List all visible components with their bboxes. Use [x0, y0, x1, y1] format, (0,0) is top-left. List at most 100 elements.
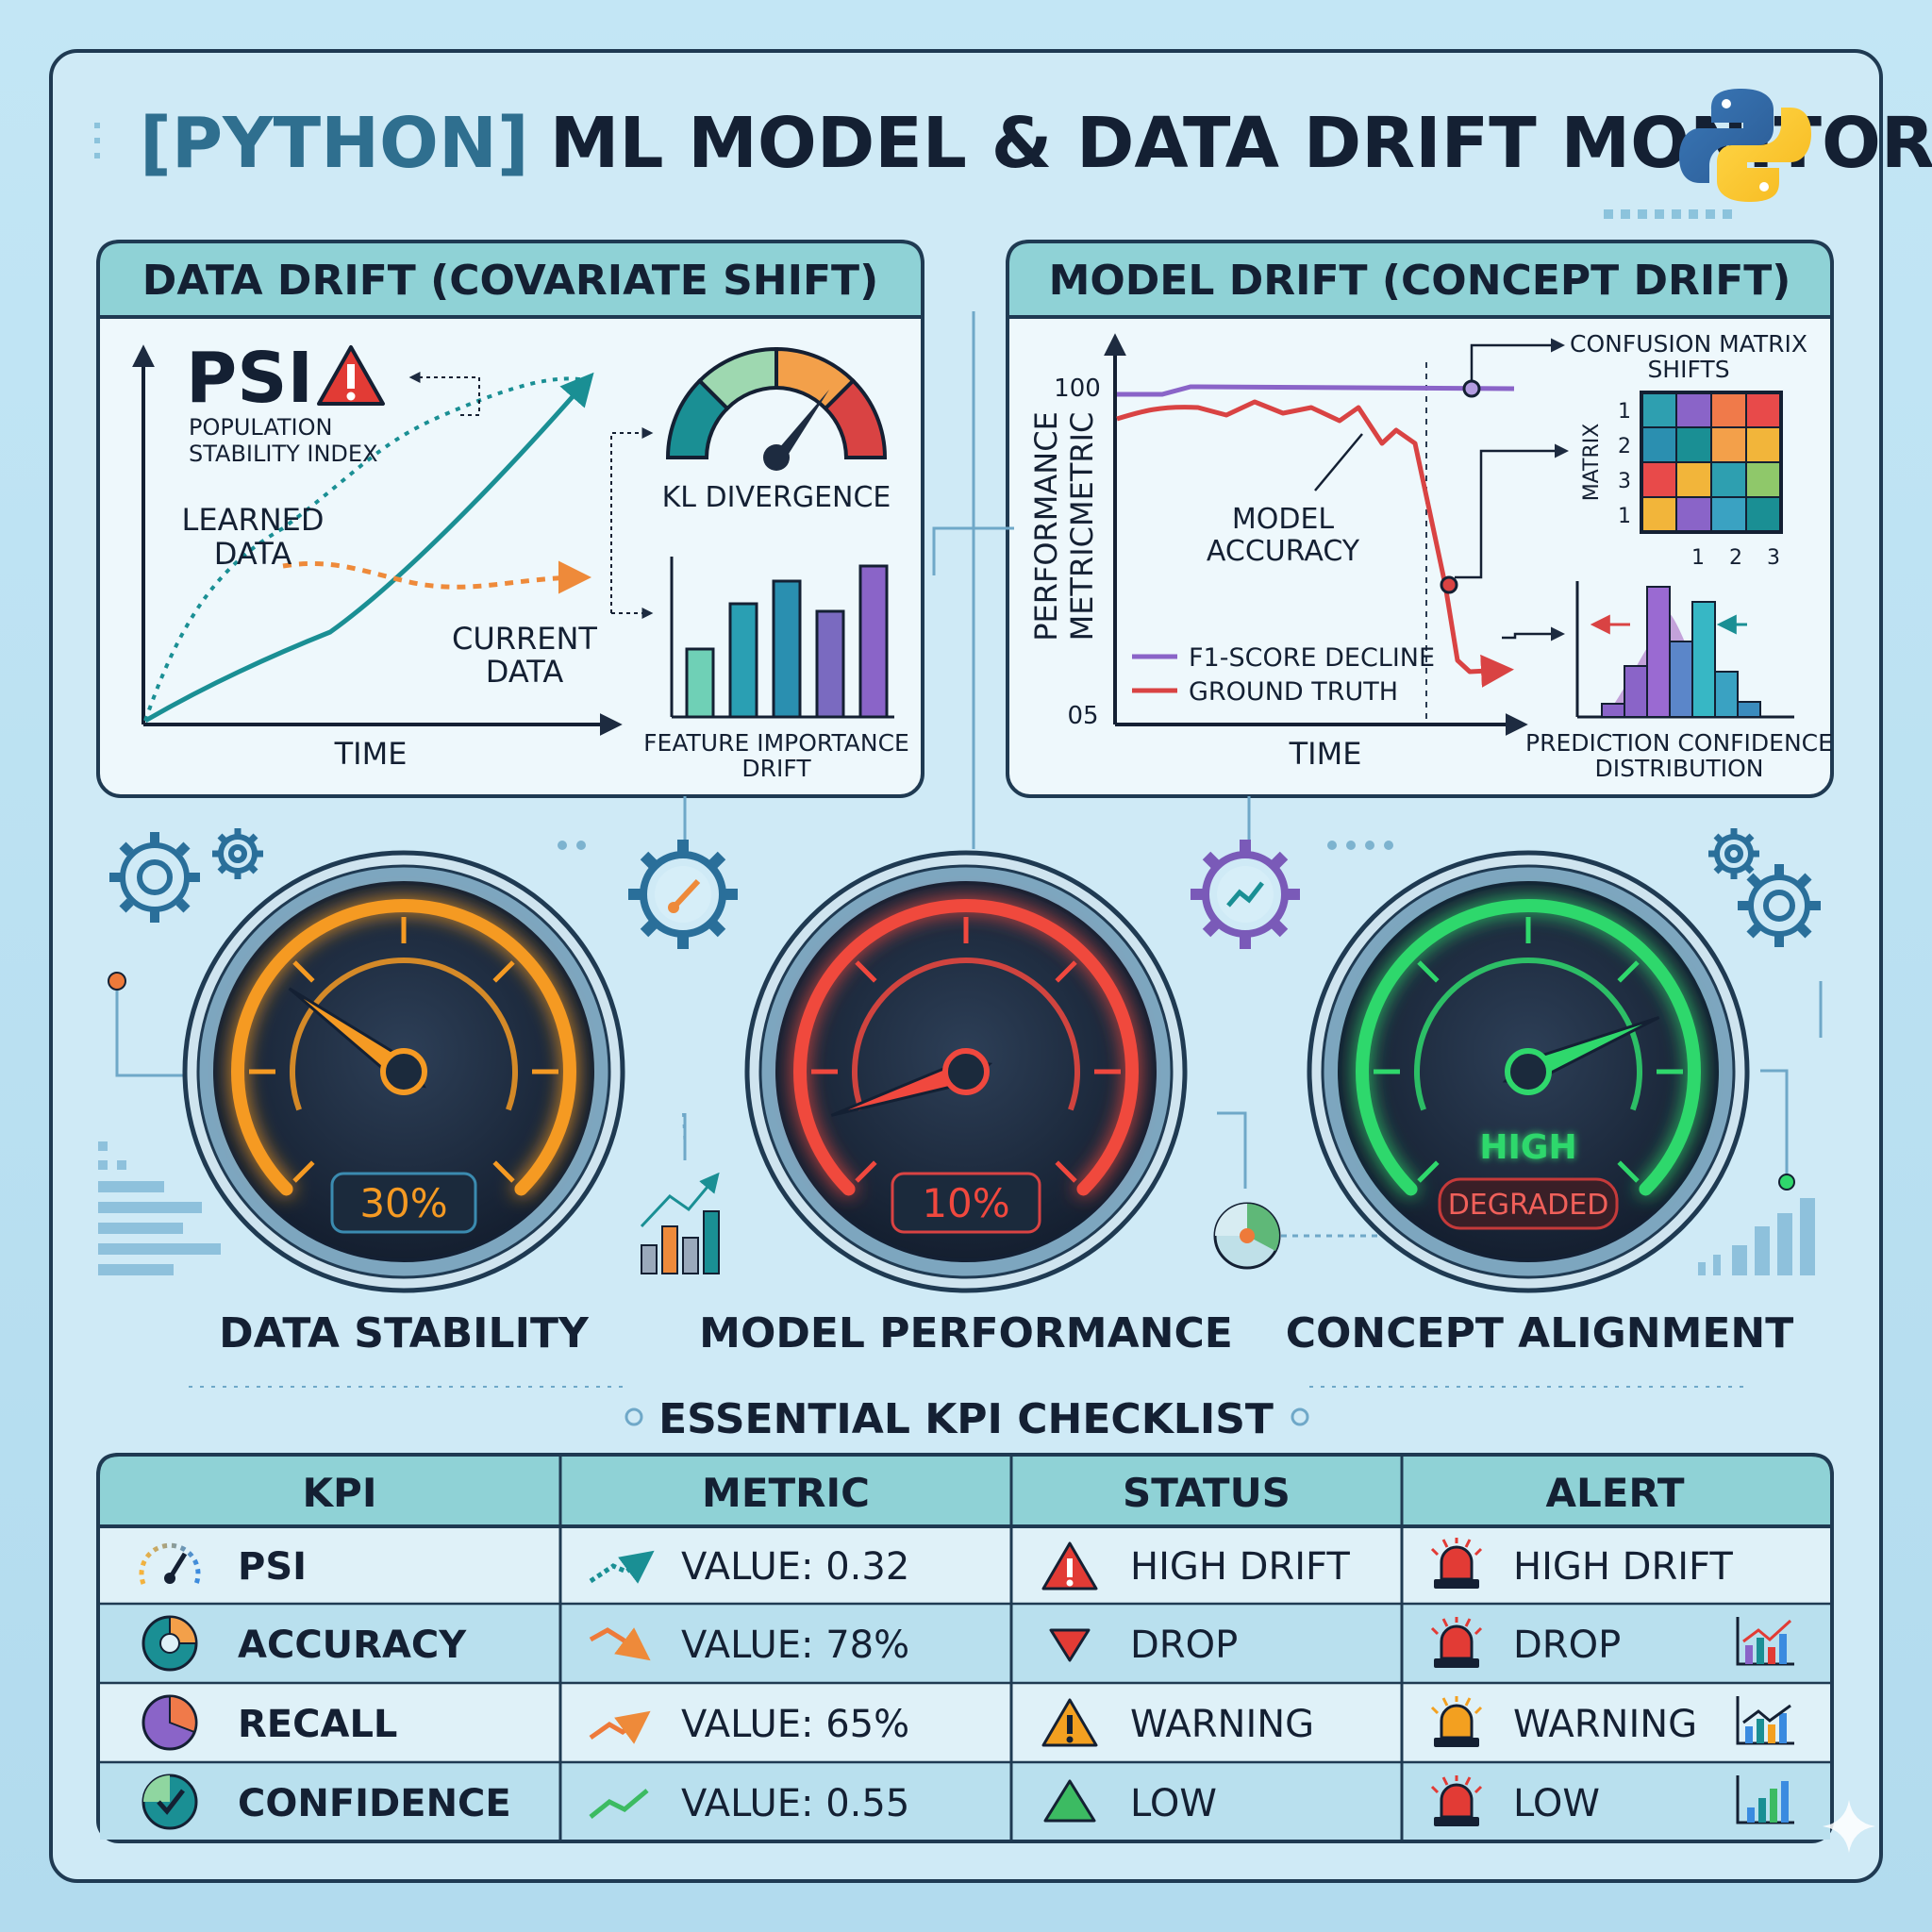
gauge-tick: [1617, 960, 1640, 983]
kpi-recall: RECALL: [238, 1703, 397, 1746]
performance-y-label-line1: PERFORMANCE: [1028, 411, 1064, 641]
gauge-tick: [1417, 960, 1440, 983]
alert-confidence: LOW: [1513, 1782, 1600, 1825]
status-recall: WARNING: [1130, 1703, 1314, 1746]
matrix-cell: [1745, 391, 1782, 428]
title-decoration-dots: [94, 123, 1732, 219]
data-drift-panel: DATA DRIFT (COVARIATE SHIFT) TIME PSI PO…: [96, 240, 924, 798]
mini-pie-icon: [1213, 1202, 1281, 1270]
gauge-tick: [1417, 1160, 1440, 1183]
matrix-row-label: 3: [1618, 470, 1631, 493]
alert-siren-icons: [1430, 1538, 1483, 1826]
siren-icon: [1430, 1538, 1483, 1589]
gauge-tick: [292, 960, 315, 983]
connector-node-green: [1778, 1174, 1795, 1191]
sparkle-icon: [1823, 1800, 1875, 1853]
alert-recall: WARNING: [1513, 1703, 1697, 1746]
alert-accuracy: DROP: [1513, 1624, 1621, 1667]
current-data-label-line2: DATA: [486, 654, 564, 690]
psi-warning-icon: [317, 345, 385, 406]
mini-chart-icon-low: [1736, 1775, 1794, 1824]
model-performance-value: 10%: [922, 1180, 1009, 1226]
kpi-psi: PSI: [238, 1545, 307, 1589]
trend-up-orange-icon: [589, 1710, 651, 1744]
connector-node-orange: [108, 972, 126, 991]
matrix-cell: [1710, 461, 1747, 498]
kl-divergence-gauge: [665, 346, 888, 471]
feature-bar: [772, 579, 802, 719]
gear-icons-decoration: [109, 828, 1821, 947]
concept-alignment-gauge: [1307, 850, 1750, 1293]
matrix-connector: [1455, 443, 1569, 579]
mini-bar-chart-icon: [640, 1172, 720, 1274]
f1-score-marker: [1462, 379, 1481, 398]
gauge-hub: [380, 1048, 427, 1095]
concept-alignment-status: HIGH: [1479, 1128, 1576, 1167]
current-data-curve: [282, 560, 591, 594]
matrix-cell: [1675, 391, 1712, 428]
matrix-cell: [1745, 496, 1782, 533]
prediction-confidence-label-line1: PREDICTION CONFIDENCE: [1525, 729, 1833, 757]
alert-triangle-icon: [1041, 1541, 1098, 1591]
accuracy-drop-marker: [1440, 575, 1458, 594]
feature-bar: [815, 609, 845, 719]
data-stability-value-box: [330, 1172, 477, 1234]
y-tick-100: 100: [1054, 375, 1101, 403]
matrix-row-labels: 1 2 3 1: [1618, 400, 1631, 528]
status-accuracy: DROP: [1130, 1624, 1238, 1667]
confusion-matrix-grid: [1640, 391, 1783, 534]
data-stability-label: DATA STABILITY: [219, 1309, 590, 1357]
connector-lines: [115, 311, 1823, 1388]
matrix-cell: [1641, 496, 1677, 533]
checklist-title: ESSENTIAL KPI CHECKLIST: [658, 1395, 1274, 1443]
mini-chart-icon-warning: [1736, 1696, 1794, 1745]
prediction-confidence-histogram: [1601, 586, 1761, 718]
gauge-tick: [1617, 1160, 1640, 1183]
matrix-cell: [1710, 391, 1747, 428]
degraded-badge: [1438, 1177, 1619, 1230]
siren-icon: [1430, 1775, 1483, 1826]
confidence-check-icon: [142, 1774, 198, 1830]
model-drift-panel: MODEL DRIFT (CONCEPT DRIFT) PERFORMANCE …: [1006, 240, 1834, 798]
data-stability-value: 30%: [359, 1180, 447, 1226]
header-status: STATUS: [1123, 1470, 1291, 1516]
psi-description-line2: STABILITY INDEX: [189, 441, 378, 467]
trend-down-icon: [589, 1627, 651, 1661]
accuracy-pie-icon: [142, 1615, 198, 1672]
confidence-connector: [1502, 626, 1565, 641]
kl-divergence-label: KL DIVERGENCE: [662, 481, 891, 514]
recall-pie-icon: [142, 1694, 198, 1751]
low-triangle-icon: [1043, 1779, 1096, 1823]
psi-label: PSI: [186, 338, 313, 419]
feature-importance-label-line1: FEATURE IMPORTANCE: [643, 729, 909, 757]
matrix-cell: [1710, 496, 1747, 533]
learned-data-curve: [143, 372, 594, 724]
matrix-cell: [1641, 426, 1677, 463]
drop-down-triangle-icon: [1049, 1628, 1091, 1662]
model-accuracy-label-line1: MODEL: [1232, 503, 1335, 536]
feature-bar: [858, 564, 889, 719]
legend-truth-label: GROUND TRUTH: [1189, 677, 1398, 707]
learned-data-label-line1: LEARNED: [182, 502, 325, 538]
checklist-node-left: [625, 1407, 643, 1426]
matrix-axis-label: MATRIX: [1580, 424, 1604, 502]
psi-gauge-icon: [139, 1542, 201, 1585]
gauge-inner-arc: [290, 958, 518, 1111]
accuracy-pointer: [1314, 433, 1363, 491]
confusion-connector: [1470, 338, 1565, 381]
f1-score-line: [1117, 384, 1515, 397]
matrix-cell: [1710, 426, 1747, 463]
gauge-tick: [492, 960, 515, 983]
gauge-inner-arc: [852, 958, 1080, 1111]
gauge-arc: [1356, 899, 1701, 1196]
page-title: [PYTHON] ML MODEL & DATA DRIFT MONITORING: [140, 103, 1932, 184]
matrix-cell: [1745, 461, 1782, 498]
gauge-arc: [231, 899, 576, 1196]
feature-bar: [685, 647, 715, 719]
metric-psi-value: VALUE: 0.32: [681, 1545, 909, 1589]
matrix-row-label: 1: [1618, 400, 1631, 424]
matrix-row-label: 1: [1618, 505, 1631, 528]
matrix-cell: [1641, 391, 1677, 428]
